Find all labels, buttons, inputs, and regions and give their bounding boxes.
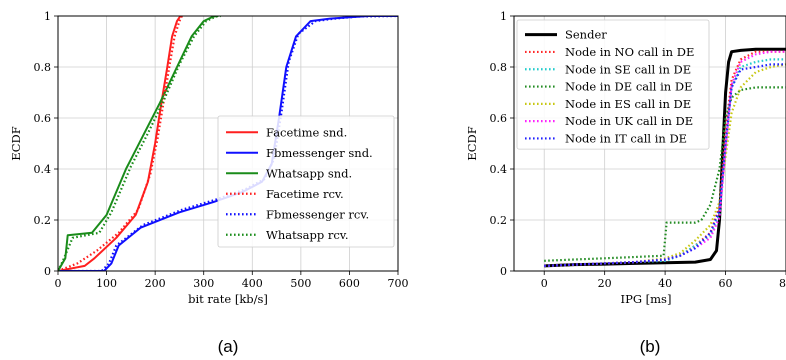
- y-tick-label: 0.4: [34, 163, 52, 176]
- y-tick-label: 0.2: [490, 214, 508, 227]
- x-tick-label: 200: [145, 277, 166, 290]
- y-tick-label: 0.6: [490, 112, 508, 125]
- chart-a-xlabel: bit rate [kb/s]: [188, 292, 268, 306]
- legend-label: Node in UK call in DE: [565, 114, 693, 128]
- y-tick-label: 0.8: [490, 61, 508, 74]
- legend-label: Facetime rcv.: [266, 187, 344, 201]
- x-tick-label: 0: [541, 277, 548, 290]
- y-tick-label: 0.6: [34, 112, 52, 125]
- y-tick-label: 0.2: [34, 214, 52, 227]
- series-line-6: [58, 16, 221, 271]
- chart-b-ylabel: ECDF: [465, 126, 479, 160]
- chart-a: 0 100 200 300 400 500 600 700 0 0.2 0.4 0.6 0.8 1 bit…: [9, 10, 409, 356]
- legend-label: Node in DE call in DE: [565, 80, 692, 94]
- chart-a-caption: (a): [218, 337, 239, 356]
- series-line-4: [544, 86, 786, 262]
- y-tick-label: 1: [500, 10, 507, 23]
- x-tick-label: 400: [242, 277, 263, 290]
- x-tick-label: 700: [388, 277, 409, 290]
- chart-a-ticks: 0 100 200 300 400 500 600 700 0 0.2 0.4 0.6 0.8 1: [34, 10, 409, 290]
- chart-b-xlabel: IPG [ms]: [621, 292, 672, 306]
- legend-label: Whatsapp snd.: [266, 166, 352, 180]
- legend-label: Fbmessenger rcv.: [266, 207, 369, 221]
- y-tick-label: 1: [44, 10, 51, 23]
- y-tick-label: 0: [44, 265, 51, 278]
- chart-b-caption: (b): [640, 337, 661, 356]
- series-line-3: [58, 16, 219, 271]
- x-tick-label: 80: [779, 277, 786, 290]
- chart-a-frame: [57, 15, 399, 272]
- chart-a-ylabel: ECDF: [9, 126, 23, 160]
- legend-label: Node in ES call in DE: [565, 97, 691, 111]
- x-tick-label: 20: [598, 277, 612, 290]
- legend-label: Facetime snd.: [266, 125, 347, 139]
- series-line-4: [58, 16, 183, 271]
- series-line-3: [544, 58, 786, 267]
- chart-b-series: [544, 47, 786, 268]
- legend-label: Node in NO call in DE: [565, 45, 694, 59]
- chart-b-ticks: 0 20 40 60 80 0 0.2 0.4 0.6 0.8 1: [490, 10, 786, 290]
- chart-a-legend: Facetime snd. Fbmessenger snd. Whatsapp sn…: [217, 115, 395, 248]
- legend-label: Node in SE call in DE: [565, 62, 691, 76]
- series-line-7: [544, 63, 786, 267]
- x-tick-label: 500: [290, 277, 311, 290]
- legend-label: Sender: [565, 28, 607, 42]
- legend-box: [516, 19, 710, 150]
- legend-box: [217, 115, 395, 248]
- y-tick-label: 0: [500, 265, 507, 278]
- series-line-1: [58, 16, 182, 271]
- legend-label: Whatsapp rcv.: [266, 228, 349, 242]
- x-tick-label: 100: [96, 277, 117, 290]
- legend-label: Node in IT call in DE: [565, 131, 687, 145]
- x-tick-label: 300: [193, 277, 214, 290]
- y-tick-label: 0.4: [490, 163, 508, 176]
- chart-b: 0 20 40 60 80 0 0.2 0.4 0.6 0.8 1 IPG [ms] ECDF Se…: [465, 10, 786, 356]
- series-line-1: [544, 47, 786, 268]
- y-tick-label: 0.8: [34, 61, 52, 74]
- x-tick-label: 600: [339, 277, 360, 290]
- x-tick-label: 60: [719, 277, 733, 290]
- chart-b-frame: [513, 15, 786, 272]
- chart-b-legend: Sender Node in NO call in DE Node in SE ca…: [516, 19, 710, 150]
- x-tick-label: 0: [55, 277, 62, 290]
- legend-label: Fbmessenger snd.: [266, 146, 373, 160]
- x-tick-label: 40: [658, 277, 672, 290]
